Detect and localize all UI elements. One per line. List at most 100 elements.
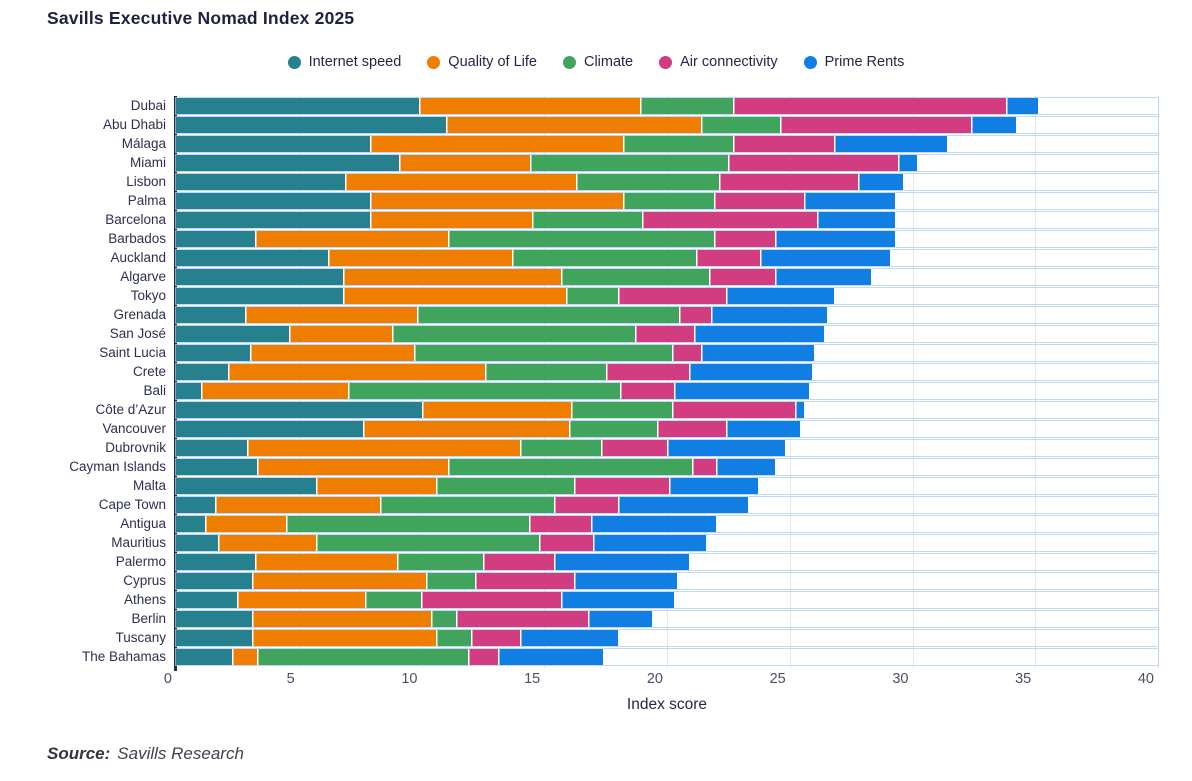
bar-segment-quality-of-life[interactable] bbox=[232, 648, 257, 665]
bar-segment-climate[interactable] bbox=[571, 401, 672, 418]
bar-segment-internet-speed[interactable] bbox=[176, 154, 400, 171]
bar-segment-quality-of-life[interactable] bbox=[237, 591, 366, 608]
bar-segment-quality-of-life[interactable] bbox=[215, 496, 380, 513]
bar-segment-quality-of-life[interactable] bbox=[200, 382, 348, 399]
bar-segment-prime-rents[interactable] bbox=[711, 306, 827, 323]
legend-item-quality-of-life[interactable]: Quality of Life bbox=[427, 54, 537, 70]
bar-segment-air-connectivity[interactable] bbox=[620, 382, 675, 399]
bar-segment-prime-rents[interactable] bbox=[588, 610, 653, 627]
bar-segment-air-connectivity[interactable] bbox=[718, 173, 859, 190]
bar-segment-prime-rents[interactable] bbox=[669, 477, 758, 494]
legend-item-prime-rents[interactable]: Prime Rents bbox=[803, 54, 904, 70]
bar-segment-quality-of-life[interactable] bbox=[446, 116, 702, 133]
bar-segment-quality-of-life[interactable] bbox=[205, 515, 287, 532]
bar-segment-prime-rents[interactable] bbox=[971, 116, 1016, 133]
bar-segment-prime-rents[interactable] bbox=[760, 249, 891, 266]
bar-segment-internet-speed[interactable] bbox=[176, 116, 447, 133]
bar-segment-quality-of-life[interactable] bbox=[244, 306, 417, 323]
bar-segment-air-connectivity[interactable] bbox=[573, 477, 670, 494]
legend-item-internet-speed[interactable]: Internet speed bbox=[287, 54, 401, 70]
bar-segment-internet-speed[interactable] bbox=[176, 401, 422, 418]
bar-segment-quality-of-life[interactable] bbox=[369, 211, 532, 228]
bar-segment-climate[interactable] bbox=[365, 591, 422, 608]
bar-segment-air-connectivity[interactable] bbox=[691, 458, 717, 475]
bar-segment-prime-rents[interactable] bbox=[666, 439, 785, 456]
legend-item-climate[interactable]: Climate bbox=[562, 54, 633, 70]
bar-segment-quality-of-life[interactable] bbox=[399, 154, 530, 171]
bar-segment-climate[interactable] bbox=[315, 534, 540, 551]
bar-segment-prime-rents[interactable] bbox=[593, 534, 707, 551]
bar-segment-air-connectivity[interactable] bbox=[635, 325, 694, 342]
bar-segment-climate[interactable] bbox=[622, 192, 714, 209]
bar-segment-climate[interactable] bbox=[392, 325, 636, 342]
bar-segment-air-connectivity[interactable] bbox=[475, 572, 574, 589]
bar-segment-internet-speed[interactable] bbox=[176, 230, 255, 247]
bar-segment-prime-rents[interactable] bbox=[554, 553, 690, 570]
bar-segment-internet-speed[interactable] bbox=[176, 306, 245, 323]
legend-item-air-connectivity[interactable]: Air connectivity bbox=[659, 54, 778, 70]
bar-segment-quality-of-life[interactable] bbox=[362, 420, 569, 437]
bar-segment-climate[interactable] bbox=[431, 610, 456, 627]
bar-segment-air-connectivity[interactable] bbox=[529, 515, 591, 532]
bar-segment-quality-of-life[interactable] bbox=[369, 135, 623, 152]
bar-segment-air-connectivity[interactable] bbox=[600, 439, 667, 456]
bar-segment-climate[interactable] bbox=[347, 382, 621, 399]
bar-segment-climate[interactable] bbox=[576, 173, 719, 190]
bar-segment-quality-of-life[interactable] bbox=[252, 572, 427, 589]
bar-segment-quality-of-life[interactable] bbox=[247, 439, 520, 456]
bar-segment-climate[interactable] bbox=[436, 629, 471, 646]
bar-segment-internet-speed[interactable] bbox=[176, 458, 257, 475]
bar-segment-climate[interactable] bbox=[416, 306, 680, 323]
bar-segment-prime-rents[interactable] bbox=[617, 496, 748, 513]
bar-segment-climate[interactable] bbox=[448, 230, 714, 247]
bar-segment-air-connectivity[interactable] bbox=[455, 610, 589, 627]
bar-segment-climate[interactable] bbox=[512, 249, 697, 266]
bar-segment-air-connectivity[interactable] bbox=[713, 192, 805, 209]
bar-segment-prime-rents[interactable] bbox=[774, 230, 896, 247]
bar-segment-climate[interactable] bbox=[286, 515, 530, 532]
bar-segment-prime-rents[interactable] bbox=[858, 173, 903, 190]
bar-segment-air-connectivity[interactable] bbox=[779, 116, 972, 133]
bar-segment-quality-of-life[interactable] bbox=[315, 477, 437, 494]
bar-segment-climate[interactable] bbox=[561, 268, 709, 285]
bar-segment-internet-speed[interactable] bbox=[176, 211, 370, 228]
bar-segment-quality-of-life[interactable] bbox=[345, 173, 577, 190]
bar-segment-climate[interactable] bbox=[426, 572, 476, 589]
bar-segment-internet-speed[interactable] bbox=[176, 534, 218, 551]
bar-segment-internet-speed[interactable] bbox=[176, 249, 329, 266]
bar-segment-air-connectivity[interactable] bbox=[657, 420, 726, 437]
bar-segment-quality-of-life[interactable] bbox=[421, 401, 572, 418]
bar-segment-climate[interactable] bbox=[701, 116, 780, 133]
bar-segment-prime-rents[interactable] bbox=[794, 401, 805, 418]
bar-segment-air-connectivity[interactable] bbox=[728, 154, 898, 171]
bar-segment-internet-speed[interactable] bbox=[176, 610, 253, 627]
bar-segment-quality-of-life[interactable] bbox=[217, 534, 316, 551]
bar-segment-prime-rents[interactable] bbox=[804, 192, 896, 209]
bar-segment-internet-speed[interactable] bbox=[176, 268, 343, 285]
bar-segment-climate[interactable] bbox=[257, 648, 469, 665]
bar-segment-prime-rents[interactable] bbox=[497, 648, 604, 665]
bar-segment-prime-rents[interactable] bbox=[775, 268, 871, 285]
bar-segment-air-connectivity[interactable] bbox=[733, 135, 834, 152]
bar-segment-prime-rents[interactable] bbox=[816, 211, 896, 228]
bar-segment-quality-of-life[interactable] bbox=[288, 325, 393, 342]
bar-segment-internet-speed[interactable] bbox=[176, 192, 370, 209]
bar-segment-quality-of-life[interactable] bbox=[254, 230, 449, 247]
bar-segment-internet-speed[interactable] bbox=[176, 553, 255, 570]
bar-segment-internet-speed[interactable] bbox=[176, 572, 253, 589]
bar-segment-quality-of-life[interactable] bbox=[369, 192, 623, 209]
bar-segment-climate[interactable] bbox=[379, 496, 555, 513]
bar-segment-quality-of-life[interactable] bbox=[252, 629, 437, 646]
bar-segment-air-connectivity[interactable] bbox=[671, 344, 702, 361]
bar-segment-prime-rents[interactable] bbox=[725, 420, 800, 437]
bar-segment-quality-of-life[interactable] bbox=[249, 344, 415, 361]
bar-segment-climate[interactable] bbox=[448, 458, 692, 475]
bar-segment-internet-speed[interactable] bbox=[176, 496, 216, 513]
bar-segment-internet-speed[interactable] bbox=[176, 591, 238, 608]
bar-segment-internet-speed[interactable] bbox=[176, 515, 206, 532]
bar-segment-climate[interactable] bbox=[568, 420, 658, 437]
bar-segment-quality-of-life[interactable] bbox=[252, 610, 432, 627]
bar-segment-air-connectivity[interactable] bbox=[482, 553, 555, 570]
bar-segment-air-connectivity[interactable] bbox=[617, 287, 726, 304]
bar-segment-air-connectivity[interactable] bbox=[733, 97, 1006, 114]
